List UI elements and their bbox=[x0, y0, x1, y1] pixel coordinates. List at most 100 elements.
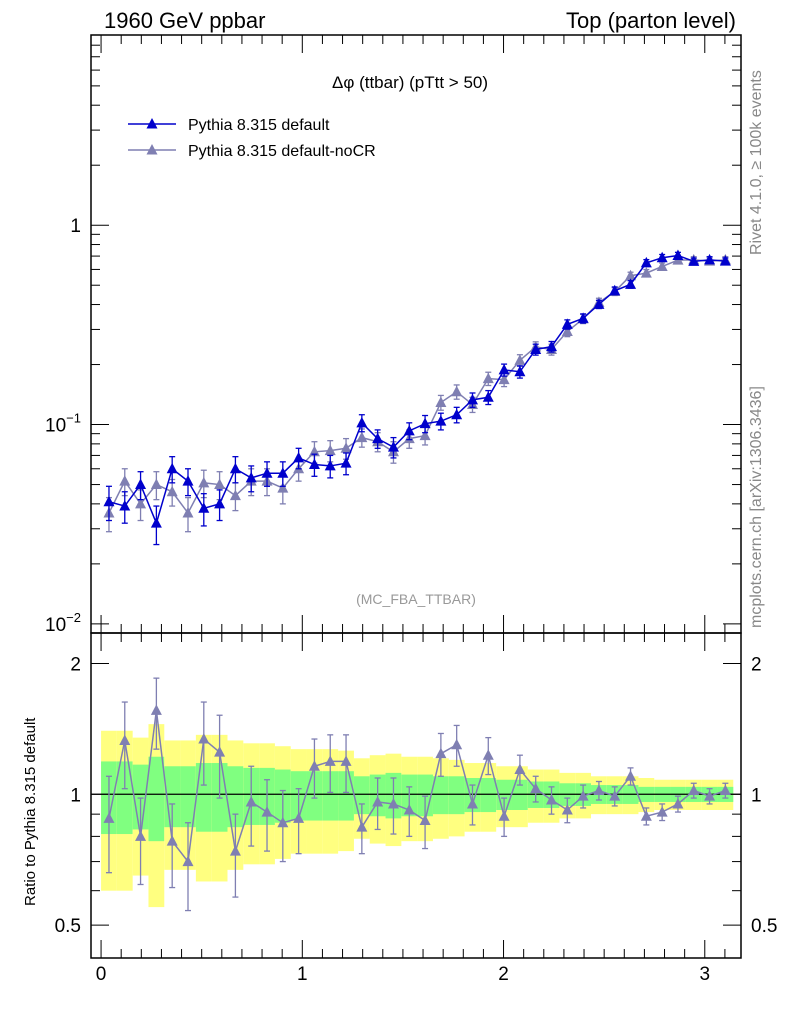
nocr-series-marker bbox=[229, 489, 241, 501]
main-y-tick-label: 1 bbox=[70, 216, 81, 237]
ratio-band-inner bbox=[195, 763, 212, 832]
main-y-tick-label: 10−2 bbox=[45, 610, 81, 636]
ratio-nocr-series-marker bbox=[387, 797, 399, 809]
ratio-nocr-series-marker bbox=[119, 734, 131, 745]
ratio-y-tick-label-right: 2 bbox=[751, 654, 762, 675]
default-series-marker bbox=[340, 457, 352, 468]
ratio-nocr-series-marker bbox=[451, 738, 463, 750]
ratio-band-inner bbox=[180, 766, 196, 828]
ratio-nocr-series-marker bbox=[514, 763, 526, 775]
ratio-nocr-series-marker bbox=[435, 747, 447, 759]
nocr-series-marker bbox=[482, 372, 494, 384]
ratio-panel-frame bbox=[90, 632, 742, 959]
nocr-series-marker bbox=[640, 267, 652, 278]
default-series-marker bbox=[150, 517, 162, 528]
x-tick-label: 0 bbox=[96, 964, 107, 985]
ratio-y-tick-label: 2 bbox=[70, 654, 81, 675]
ratio-nocr-series-marker bbox=[577, 790, 589, 801]
ratio-nocr-series-marker bbox=[704, 790, 716, 801]
default-series-marker bbox=[593, 298, 605, 309]
default-series-marker bbox=[293, 451, 305, 463]
ratio-nocr-series-marker bbox=[135, 830, 147, 841]
nocr-series-marker bbox=[135, 497, 147, 509]
default-series-marker bbox=[182, 475, 194, 486]
default-series-marker bbox=[324, 459, 336, 471]
default-series-marker bbox=[672, 249, 684, 260]
ratio-nocr-series-line bbox=[108, 710, 726, 864]
main-chart-title: Δφ (ttbar) (pTtt > 50) bbox=[332, 73, 488, 92]
default-series-marker bbox=[451, 408, 463, 420]
default-series-marker bbox=[498, 363, 510, 375]
ratio-nocr-series-marker bbox=[719, 784, 731, 796]
default-series-marker bbox=[198, 502, 210, 513]
ratio-nocr-series-marker bbox=[546, 794, 558, 805]
ratio-band-inner bbox=[322, 771, 339, 821]
ratio-band-inner bbox=[353, 776, 370, 815]
nocr-series-marker bbox=[214, 478, 226, 490]
nocr-series-line bbox=[108, 259, 726, 515]
legend-entry: Pythia 8.315 default bbox=[188, 117, 330, 134]
ratio-nocr-series-marker bbox=[340, 755, 352, 766]
ratio-band-inner bbox=[338, 771, 354, 821]
nocr-series-marker bbox=[419, 429, 431, 441]
ratio-nocr-series-marker bbox=[640, 810, 652, 821]
default-series-marker bbox=[356, 416, 368, 428]
default-series-marker bbox=[546, 340, 558, 352]
default-series-marker bbox=[688, 255, 700, 266]
nocr-series-marker bbox=[656, 260, 668, 271]
collider-label: 1960 GeV ppbar bbox=[104, 8, 266, 33]
ratio-axis-label: Ratio to Pythia 8.315 default bbox=[22, 717, 39, 906]
default-series-line bbox=[108, 254, 726, 526]
ratio-nocr-series-marker bbox=[372, 795, 384, 807]
default-series-marker bbox=[245, 471, 257, 483]
ratio-nocr-series-marker bbox=[166, 835, 178, 846]
ratio-nocr-series-marker bbox=[308, 760, 320, 771]
default-series-marker bbox=[656, 251, 668, 263]
default-series-marker bbox=[135, 478, 147, 490]
ratio-nocr-series-marker bbox=[214, 746, 226, 757]
ratio-nocr-series-marker bbox=[688, 784, 700, 796]
main-y-tick-exponent: −2 bbox=[66, 610, 81, 625]
default-series-marker bbox=[530, 343, 542, 354]
default-series-marker bbox=[625, 278, 637, 289]
ratio-nocr-series-marker bbox=[356, 821, 368, 832]
nocr-series-marker bbox=[150, 478, 162, 490]
x-tick-label: 3 bbox=[699, 964, 710, 985]
ratio-band-inner bbox=[511, 779, 528, 811]
nocr-series-marker bbox=[198, 476, 210, 488]
default-series-marker bbox=[372, 432, 384, 444]
main-y-tick-exponent: −1 bbox=[66, 411, 81, 426]
ratio-nocr-series-marker bbox=[293, 812, 305, 823]
ratio-y-tick-label: 1 bbox=[70, 785, 81, 806]
process-label: Top (parton level) bbox=[566, 8, 736, 33]
ratio-nocr-series-marker bbox=[198, 733, 210, 744]
default-series-marker bbox=[482, 391, 494, 402]
default-series-marker bbox=[277, 467, 289, 478]
rivet-version-label: Rivet 4.1.0, ≥ 100k events bbox=[748, 70, 765, 255]
legend-marker bbox=[146, 144, 158, 155]
default-series-marker bbox=[466, 393, 478, 405]
nocr-series-marker bbox=[182, 506, 194, 518]
x-tick-label: 2 bbox=[498, 964, 509, 985]
ratio-band-inner bbox=[148, 756, 165, 842]
nocr-series-marker bbox=[625, 269, 637, 281]
default-series-marker bbox=[119, 500, 131, 511]
ratio-nocr-series-marker bbox=[182, 855, 194, 867]
ratio-band-inner bbox=[480, 777, 497, 813]
ratio-band-inner bbox=[227, 766, 244, 828]
ratio-nocr-series-marker bbox=[482, 749, 494, 760]
default-series-marker bbox=[640, 256, 652, 268]
ratio-nocr-series-marker bbox=[609, 790, 621, 801]
ratio-band-inner bbox=[448, 776, 465, 815]
ratio-band-inner bbox=[432, 776, 449, 815]
default-series-marker bbox=[308, 458, 320, 470]
mcplots-label: mcplots.cern.ch [arXiv:1306.3436] bbox=[748, 386, 765, 628]
default-series-marker bbox=[166, 462, 178, 474]
ratio-nocr-series-marker bbox=[261, 806, 273, 817]
default-series-marker bbox=[387, 441, 399, 452]
main-y-tick-label: 10−1 bbox=[45, 411, 81, 437]
ratio-nocr-series-marker bbox=[672, 797, 684, 809]
default-series-marker bbox=[719, 255, 731, 266]
default-series-marker bbox=[704, 253, 716, 265]
ratio-nocr-series-marker bbox=[150, 704, 162, 715]
